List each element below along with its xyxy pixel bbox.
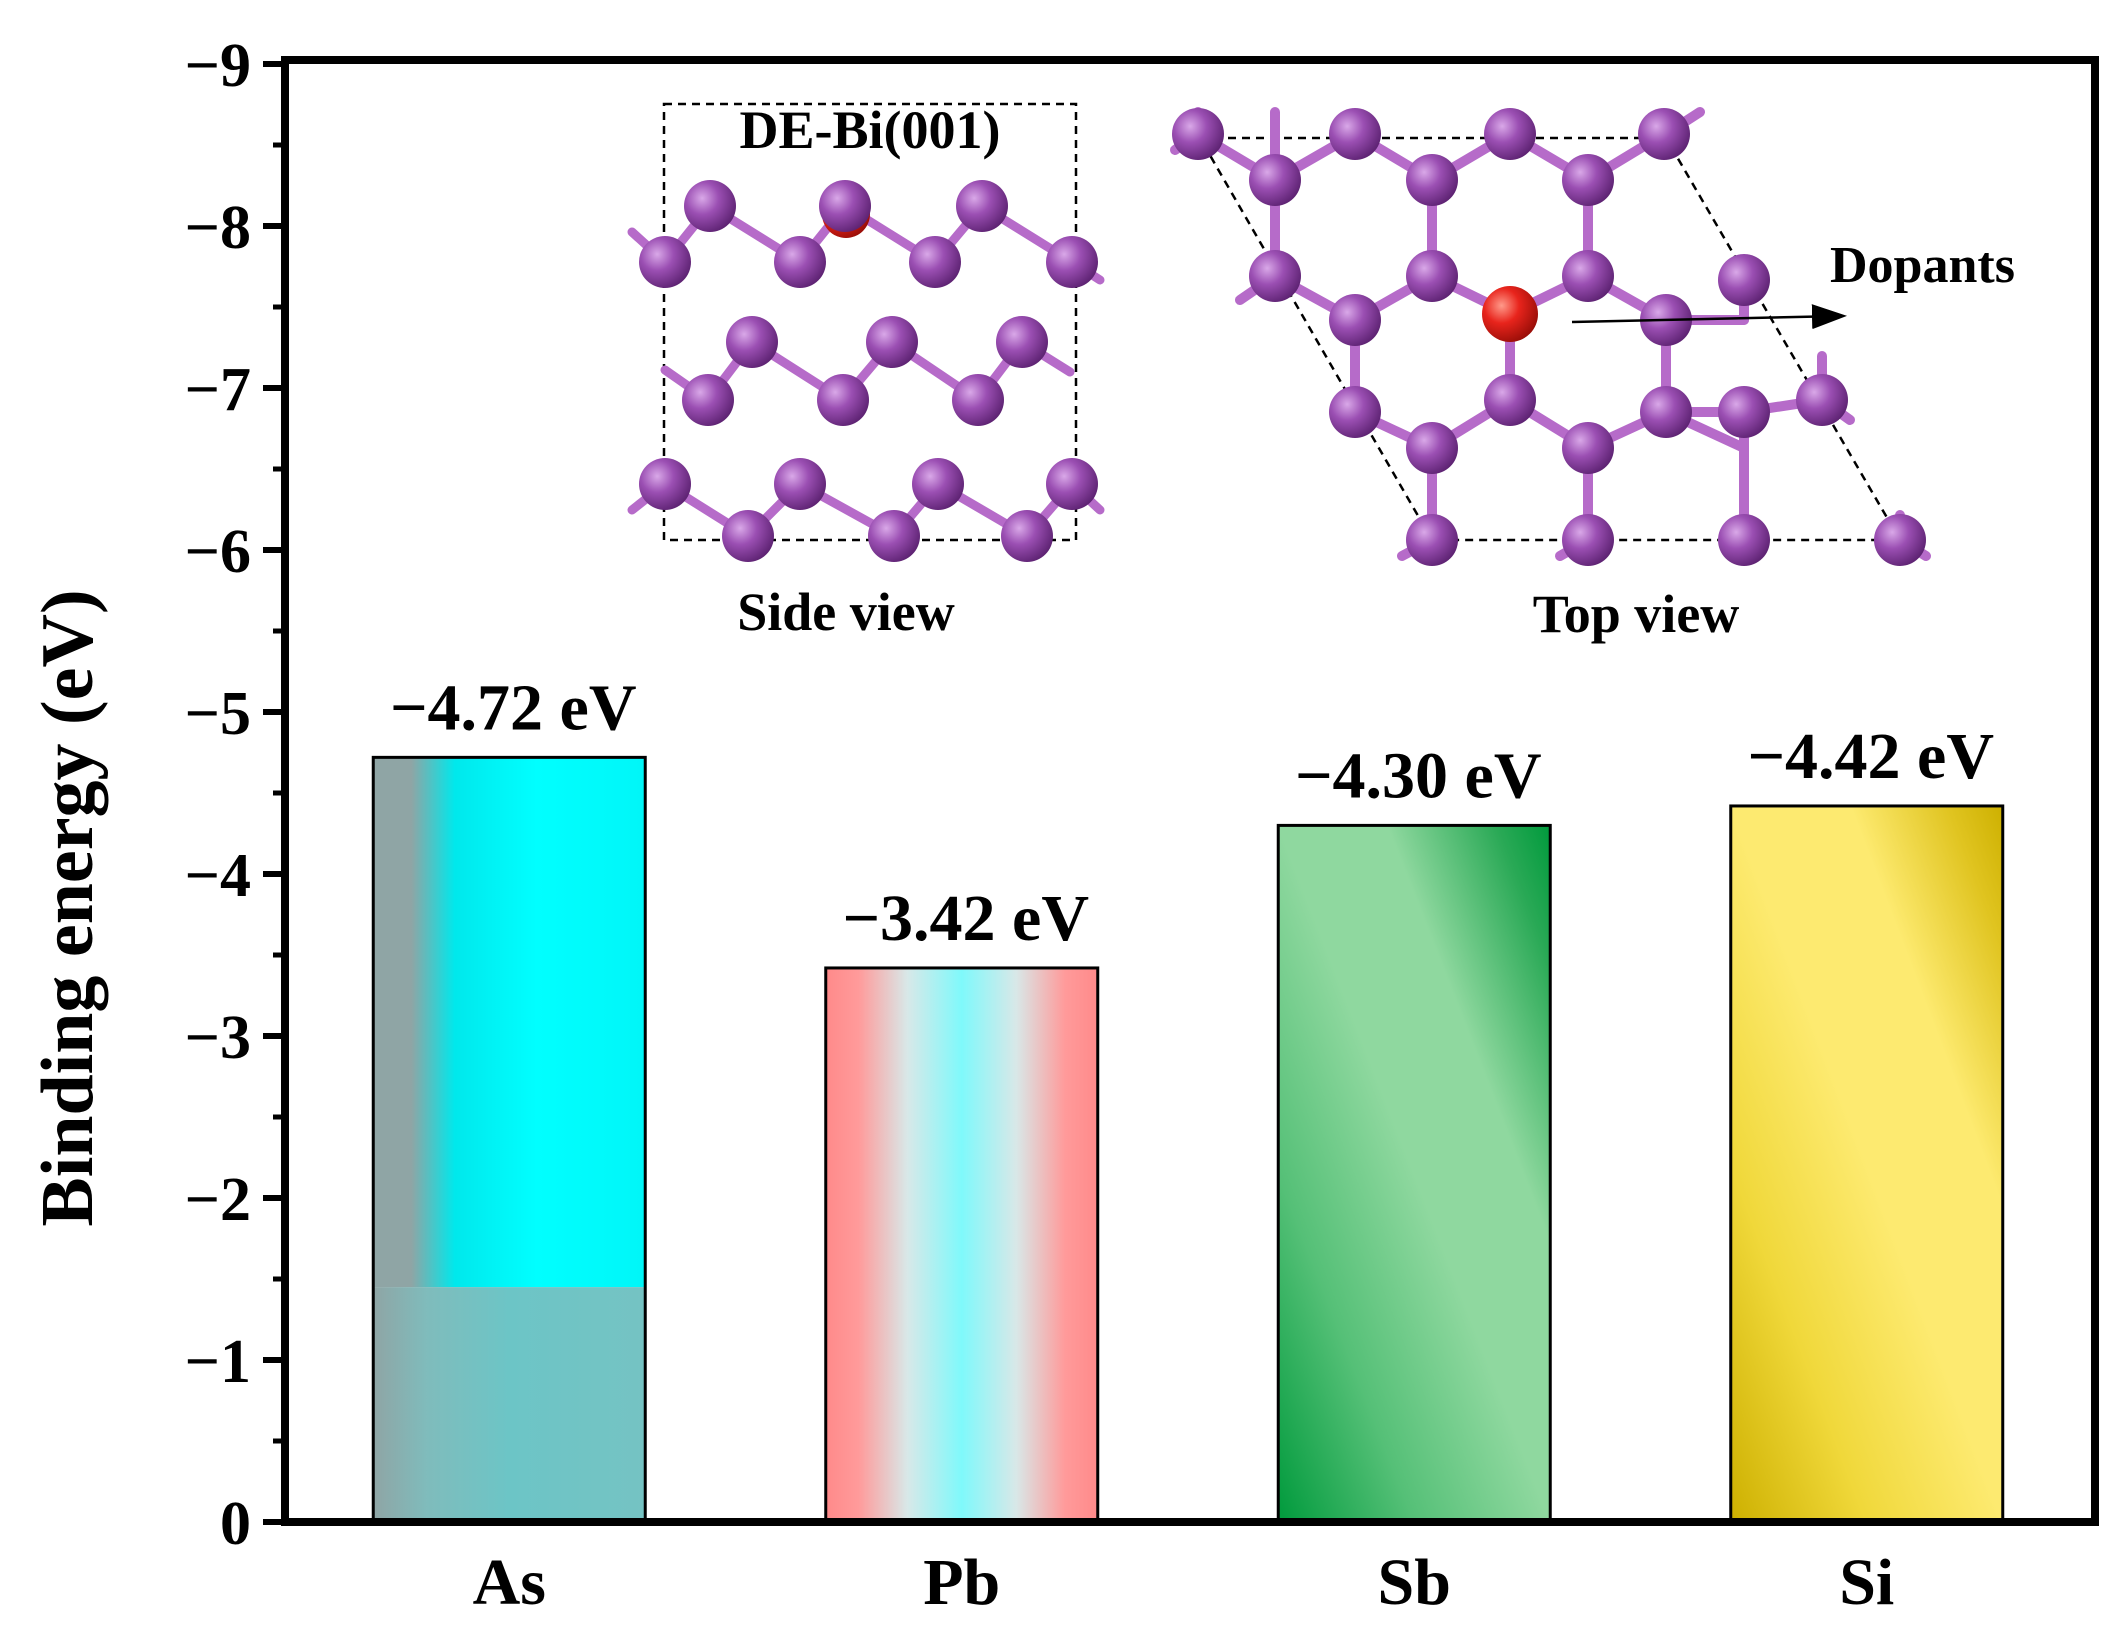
side-atom (726, 316, 778, 368)
top-atom (1329, 386, 1381, 438)
side-atom (1001, 510, 1053, 562)
top-atom (1484, 108, 1536, 160)
dopant-arrow-label: Dopants (1830, 237, 2015, 294)
top-atom (1718, 254, 1770, 306)
side-atom (774, 458, 826, 510)
y-tick-label: −1 (185, 1328, 251, 1396)
top-atom (1562, 514, 1614, 566)
data-label-As: −4.72 eV (390, 671, 637, 744)
top-atom (1562, 422, 1614, 474)
top-view-caption: Top view (1533, 584, 1740, 644)
y-tick-label: −6 (185, 518, 251, 586)
x-axis: As Pb Sb Si (473, 1546, 1895, 1619)
data-labels: −4.72 eV −3.42 eV −4.30 eV −4.42 eV (390, 671, 1994, 955)
side-atom (774, 236, 826, 288)
x-tick-label-As: As (473, 1546, 546, 1619)
plot-frame (281, 56, 2099, 1526)
x-tick-label-Si: Si (1839, 1546, 1894, 1619)
top-atom (1406, 514, 1458, 566)
side-atom (684, 180, 736, 232)
side-atom (866, 316, 918, 368)
side-atom (912, 458, 964, 510)
top-atom (1562, 154, 1614, 206)
y-tick-label: −8 (185, 194, 251, 262)
side-atom (1046, 236, 1098, 288)
top-atom (1484, 374, 1536, 426)
y-axis-title: Binding energy (eV) (27, 589, 109, 1226)
top-atom (1329, 294, 1381, 346)
side-atom (996, 316, 1048, 368)
top-atom (1329, 108, 1381, 160)
bars (371, 755, 2005, 1524)
data-label-Sb: −4.30 eV (1295, 739, 1542, 812)
top-atom (1718, 514, 1770, 566)
top-atom (1249, 154, 1301, 206)
top-atom (1718, 386, 1770, 438)
side-atom (1046, 458, 1098, 510)
side-atom (952, 374, 1004, 426)
top-view-inset: Top view Dopants (1170, 107, 2015, 644)
side-atom (817, 374, 869, 426)
bar-Sb (1276, 823, 1552, 1524)
top-atom (1562, 250, 1614, 302)
side-atom (819, 180, 871, 232)
bar-Pb (824, 966, 1100, 1524)
top-atom (1249, 250, 1301, 302)
top-atom (1406, 154, 1458, 206)
top-atom (1796, 374, 1848, 426)
data-label-Pb: −3.42 eV (842, 882, 1089, 955)
y-tick-label: −7 (185, 356, 251, 424)
y-tick-label: −4 (185, 842, 251, 910)
top-atom (1638, 108, 1690, 160)
side-atom (868, 510, 920, 562)
dopant-arrow (1571, 304, 1847, 330)
side-atom (956, 180, 1008, 232)
side-atom (909, 236, 961, 288)
side-atom (639, 236, 691, 288)
top-atom (1406, 422, 1458, 474)
top-dopant-atom (1482, 286, 1538, 342)
y-tick-label: −9 (185, 32, 251, 100)
x-tick-label-Pb: Pb (923, 1546, 1000, 1619)
x-tick-label-Sb: Sb (1378, 1546, 1451, 1619)
side-atom (722, 510, 774, 562)
bar-As (373, 757, 646, 1288)
side-atom (639, 458, 691, 510)
top-atom (1874, 514, 1926, 566)
y-tick-label: −5 (185, 680, 251, 748)
top-view-cell (1197, 136, 1903, 542)
y-tick-label: −3 (185, 1004, 251, 1072)
y-tick-label: 0 (220, 1490, 251, 1558)
side-view-title: DE-Bi(001) (740, 100, 1001, 160)
top-atom (1406, 250, 1458, 302)
bar-As-lower (373, 1287, 646, 1522)
top-atom (1640, 386, 1692, 438)
top-atom (1172, 108, 1224, 160)
y-axis: 0 −1 −2 −3 −4 −5 −6 −7 −8 −9 (185, 32, 285, 1558)
data-label-Si: −4.42 eV (1747, 720, 1994, 793)
side-atom (682, 374, 734, 426)
side-view-caption: Side view (737, 582, 955, 642)
bar-Si (1729, 804, 2005, 1524)
y-tick-label: −2 (185, 1166, 251, 1234)
side-view-atoms (627, 180, 1105, 562)
side-view-inset: DE-Bi(001) Side view (627, 100, 1105, 642)
top-view-atoms (1170, 107, 1931, 566)
